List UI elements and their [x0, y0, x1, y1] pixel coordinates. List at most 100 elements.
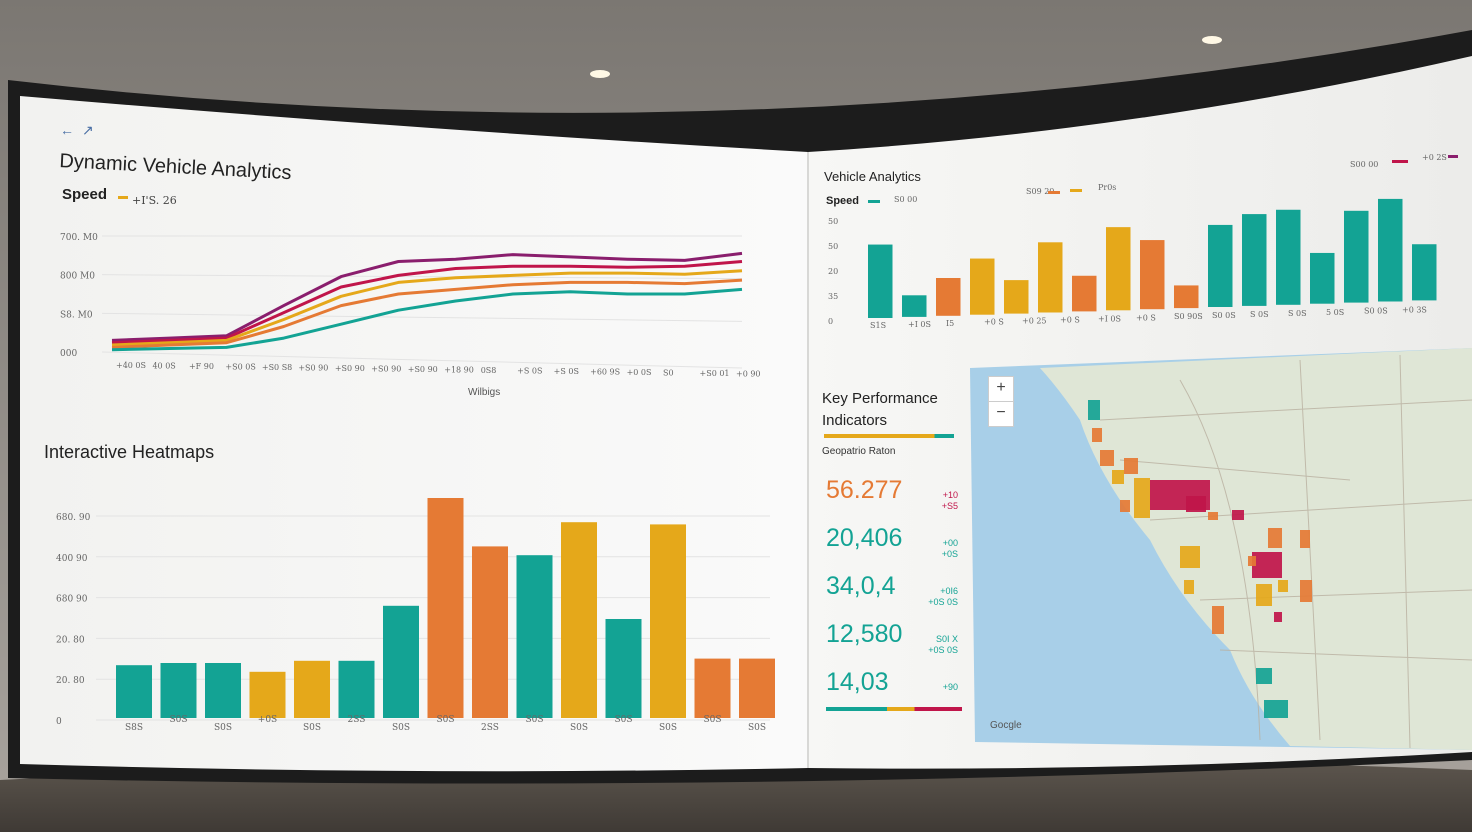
ceiling-light-icon [590, 70, 610, 78]
heat-cell [1208, 512, 1218, 520]
kpi-footer-bar [826, 707, 962, 711]
x-tick-label: +S0 90 [335, 364, 365, 373]
right-speed-value: S0 00 [894, 195, 918, 204]
x-tick-label: +S0 90 [371, 365, 401, 374]
heat-cell [1180, 546, 1200, 568]
x-tick-label: +0 25 [1022, 317, 1047, 326]
map-land [1040, 348, 1472, 750]
bar [1038, 242, 1063, 313]
kpi-value: 12,580 [826, 620, 903, 648]
legend-text: Pr0s [1098, 183, 1117, 192]
bar [1378, 198, 1403, 302]
bar [605, 619, 642, 718]
x-tick-label: +18 90 [444, 366, 474, 375]
x-axis-label: Wilbigs [468, 387, 501, 398]
x-tick-label: 5 0S [1326, 308, 1344, 317]
heat-cell [1278, 580, 1288, 592]
series-line [111, 287, 743, 352]
x-tick-label: S 0S [1250, 310, 1269, 319]
x-tick-label: 2SS [481, 723, 499, 733]
kpi-value: 14,03 [826, 668, 889, 696]
x-tick-label: +S0 01 [700, 369, 730, 378]
series-line [111, 278, 743, 349]
legend-text: S00 00 [1350, 160, 1379, 169]
x-tick-label: S0S [570, 723, 588, 733]
x-tick-label: S8S [125, 723, 143, 733]
map-attribution: Gocgle [990, 720, 1022, 731]
heat-cell [1184, 580, 1194, 594]
x-tick-label: +I 0S [908, 320, 931, 329]
x-tick-label: 0S8 [481, 366, 497, 375]
speed-label: Speed [62, 186, 108, 203]
x-tick-label: +S 0S [554, 367, 579, 376]
legend-swatch [1448, 155, 1458, 158]
bar [1106, 227, 1131, 311]
x-tick-label: S0S [525, 715, 543, 725]
x-tick-label: S0S [392, 723, 410, 733]
bar [561, 522, 597, 718]
x-tick-label: +F 90 [189, 362, 214, 371]
bar [1174, 285, 1199, 309]
x-tick-label: +0S [258, 715, 277, 725]
forward-arrow-icon[interactable]: ↗ [82, 122, 94, 138]
kpi-title-line2: Indicators [822, 412, 888, 429]
heat-cell [1300, 580, 1312, 602]
bar [936, 278, 961, 316]
bar [1344, 210, 1369, 303]
x-tick-label: 40 0S [152, 362, 175, 371]
x-tick-label: S1S [870, 321, 886, 330]
ceiling-light-icon [1202, 36, 1222, 44]
y-tick-label: 35 [828, 292, 838, 301]
bar [249, 671, 286, 718]
y-tick-label: 800 M0 [60, 272, 95, 282]
kpi-underline [824, 434, 954, 438]
x-tick-label: +0 S [1060, 316, 1080, 325]
x-tick-label: S0S [436, 715, 454, 725]
bar [116, 665, 152, 718]
heat-cell [1186, 496, 1206, 512]
legend-text: S09 20 [1026, 187, 1055, 196]
bar [1242, 214, 1267, 306]
speed-legend-swatch [118, 196, 128, 199]
y-tick-label: 20 [828, 267, 838, 276]
right-speed-swatch [868, 200, 880, 203]
x-tick-label: +0 S [984, 318, 1004, 327]
heat-cell [1232, 510, 1244, 520]
x-tick-label: 2SS [348, 715, 366, 725]
heat-cell [1248, 556, 1256, 566]
y-tick-label: 50 [828, 217, 838, 226]
series-line [111, 269, 743, 347]
gridline [101, 312, 743, 322]
heat-cell [1256, 668, 1272, 684]
bar [902, 295, 927, 317]
bar [694, 658, 731, 718]
bar [868, 244, 893, 318]
zoom-in-button[interactable]: + [988, 376, 1014, 402]
zoom-out-button[interactable]: − [988, 401, 1014, 427]
x-tick-label: +S0 90 [408, 365, 438, 374]
bar [205, 663, 241, 718]
x-tick-label: S0 0S [1212, 311, 1236, 320]
x-tick-label: S0 0S [1364, 307, 1388, 316]
bar [427, 498, 464, 718]
heat-cell [1120, 500, 1130, 512]
y-tick-label: 0 [56, 717, 62, 727]
bar [160, 663, 197, 718]
heat-cell [1088, 400, 1100, 420]
x-tick-label: +S0 0S [225, 363, 255, 372]
x-tick-label: +60 9S [590, 368, 620, 377]
vehicle-analytics-title: Vehicle Analytics [824, 169, 921, 184]
heat-cell [1274, 612, 1282, 622]
kpi-delta: +90 [942, 682, 958, 692]
gridline [101, 351, 743, 369]
bar [650, 524, 686, 718]
heat-cell [1212, 606, 1224, 634]
bar [1004, 280, 1029, 314]
y-tick-label: 000 [60, 349, 77, 359]
x-tick-label: +I 0S [1098, 314, 1121, 323]
legend-swatch [1070, 189, 1082, 192]
back-arrow-icon[interactable]: ← [60, 122, 74, 138]
